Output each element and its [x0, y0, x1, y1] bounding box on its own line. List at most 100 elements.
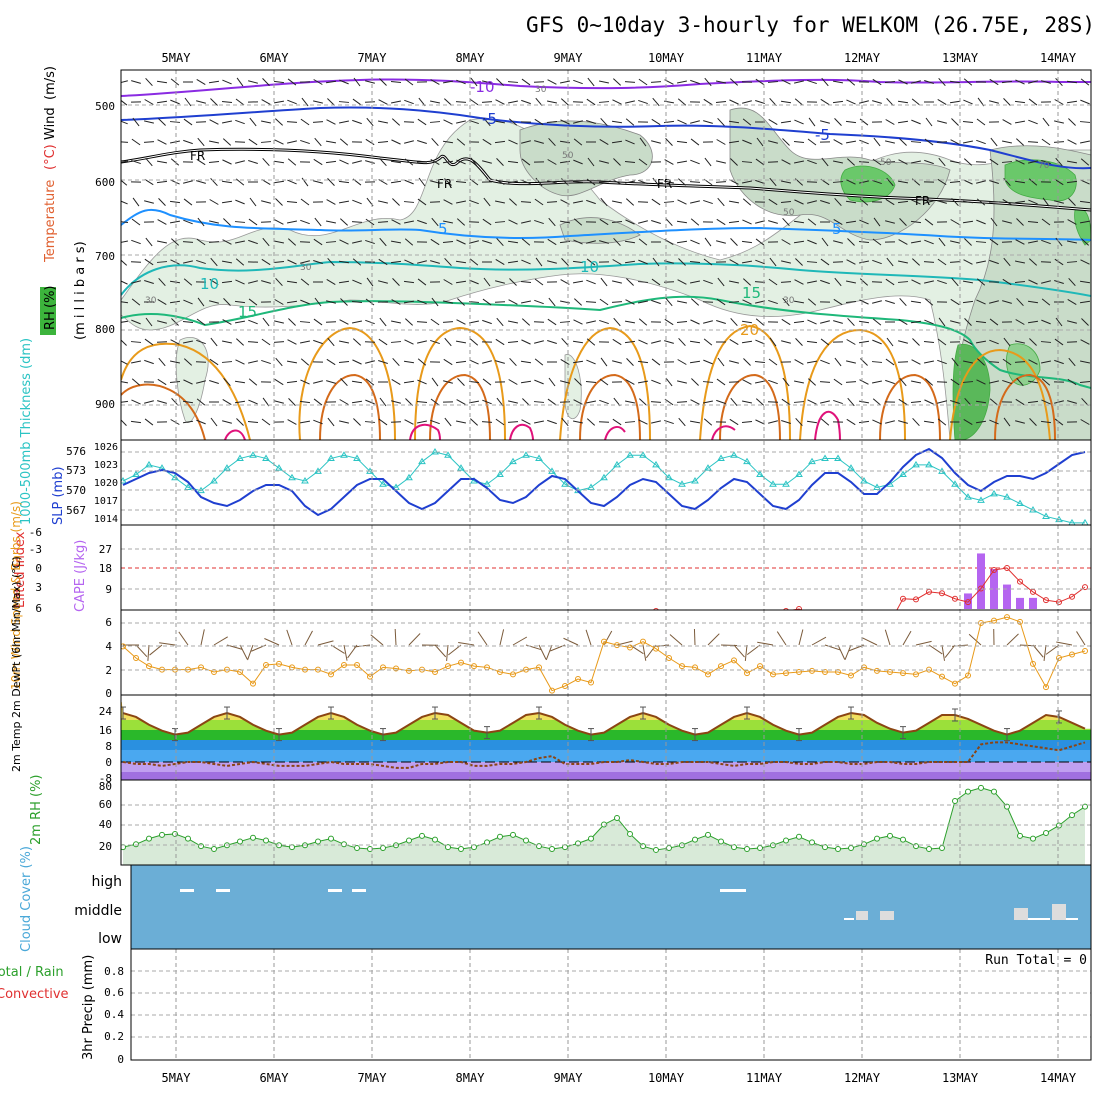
upper-wind-barb	[145, 317, 153, 327]
upper-wind-barb	[300, 299, 310, 305]
upper-wind-barb	[403, 121, 415, 123]
upper-wind-barb	[717, 277, 725, 287]
upper-wind-barb	[963, 179, 973, 185]
upper-wind-barb	[482, 378, 492, 386]
upper-wind-barb	[689, 280, 701, 284]
upper-wind-barb	[989, 238, 999, 246]
upper-wind-barb	[637, 281, 649, 283]
upper-wind-barb	[221, 200, 233, 204]
upper-wind-barb	[689, 360, 701, 364]
upper-wind-barb	[730, 317, 738, 327]
upper-wind-barb	[121, 280, 128, 285]
li-marker	[653, 608, 659, 610]
cloud-level-high: high	[91, 874, 122, 890]
upper-wind-barb	[325, 160, 337, 164]
upper-wind-barb	[210, 417, 218, 427]
date-label-top: 8MAY	[456, 51, 486, 65]
upper-wind-barb	[936, 381, 948, 383]
upper-wind-barb	[1014, 280, 1026, 284]
upper-wind-barb	[975, 400, 987, 404]
rh-marker	[809, 839, 815, 846]
upper-wind-barb	[690, 120, 700, 124]
cloud-level-middle: middle	[74, 903, 122, 919]
upper-wind-barb	[171, 238, 179, 246]
upper-wind-barb	[936, 141, 948, 143]
upper-wind-barb	[223, 298, 231, 306]
upper-wind-barb	[1041, 280, 1051, 284]
upper-wind-barb	[494, 140, 506, 144]
upper-wind-barb	[131, 239, 141, 245]
wind-marker	[302, 666, 308, 673]
upper-wind-barb	[469, 320, 479, 324]
upper-wind-barb	[859, 139, 869, 145]
upper-wind-barb	[937, 359, 947, 365]
thickness-marker	[912, 460, 920, 468]
upper-wind-barb	[651, 278, 661, 286]
upper-wind-barb	[1027, 380, 1039, 384]
wind-marker	[900, 670, 906, 677]
thickness-marker	[613, 460, 621, 468]
upper-wind-barb	[301, 177, 309, 187]
upper-wind-barb	[260, 141, 272, 143]
upper-wind-barb	[820, 338, 830, 346]
upper-wind-barb	[313, 419, 323, 425]
upper-wind-barb	[923, 261, 935, 263]
upper-wind-barb	[509, 358, 517, 366]
date-label-bottom: 10MAY	[648, 1071, 685, 1085]
upper-wind-barb	[910, 320, 922, 324]
upper-wind-barb	[300, 379, 310, 385]
upper-wind-barb	[742, 180, 752, 184]
li-marker	[939, 590, 945, 597]
wind-barb	[902, 630, 912, 646]
upper-wind-barb	[1054, 200, 1064, 204]
upper-wind-barb	[873, 217, 881, 227]
upper-wind-barb	[989, 318, 999, 326]
upper-wind-barb	[365, 218, 375, 226]
wind-marker	[510, 671, 516, 678]
upper-wind-barb	[365, 80, 375, 84]
tick-temp-24: 24	[99, 705, 113, 718]
upper-wind-barb	[859, 180, 869, 184]
thickness-marker	[795, 470, 803, 478]
upper-wind-barb	[546, 201, 558, 203]
upper-wind-barb	[1027, 141, 1039, 143]
upper-wind-barb	[353, 418, 361, 426]
upper-wind-barb	[483, 117, 491, 127]
upper-wind-barb	[470, 77, 478, 87]
surface-wind-barbs	[123, 628, 1086, 661]
upper-wind-barb	[507, 160, 519, 164]
upper-wind-barb	[352, 98, 362, 106]
upper-wind-barb	[833, 139, 843, 145]
upper-wind-barb	[495, 200, 505, 204]
upper-wind-barb	[1055, 78, 1063, 86]
upper-wind-barb	[547, 340, 557, 344]
upper-wind-barb	[755, 220, 765, 224]
wind-marker	[965, 672, 971, 679]
upper-wind-barb	[728, 140, 740, 144]
upper-wind-barb	[455, 200, 467, 204]
upper-wind-barb	[898, 239, 908, 245]
upper-wind-barb	[547, 159, 557, 165]
upper-wind-barb	[482, 298, 492, 306]
upper-wind-barb	[1002, 278, 1012, 286]
ylabel-wind10m: 10m Wind Speed & Barbs (m/s)	[9, 501, 23, 690]
upper-wind-barb	[716, 160, 726, 164]
upper-wind-barb	[130, 261, 142, 263]
wind-marker	[1043, 684, 1049, 691]
upper-wind-barb	[299, 241, 311, 243]
li-marker	[952, 595, 958, 602]
upper-wind-barb	[742, 139, 752, 145]
isotherm-20	[121, 324, 1051, 440]
upper-wind-barb	[612, 259, 622, 265]
wind-barb	[1043, 644, 1047, 661]
thickness-marker	[457, 464, 465, 471]
upper-wind-barb	[170, 158, 180, 166]
upper-wind-barb	[677, 199, 687, 205]
upper-wind-barb	[665, 138, 673, 146]
upper-wind-barb	[390, 80, 402, 84]
rh-marker	[705, 831, 711, 838]
upper-wind-barb	[806, 181, 818, 183]
upper-wind-barb	[521, 339, 531, 345]
thickness-marker	[1003, 493, 1011, 500]
